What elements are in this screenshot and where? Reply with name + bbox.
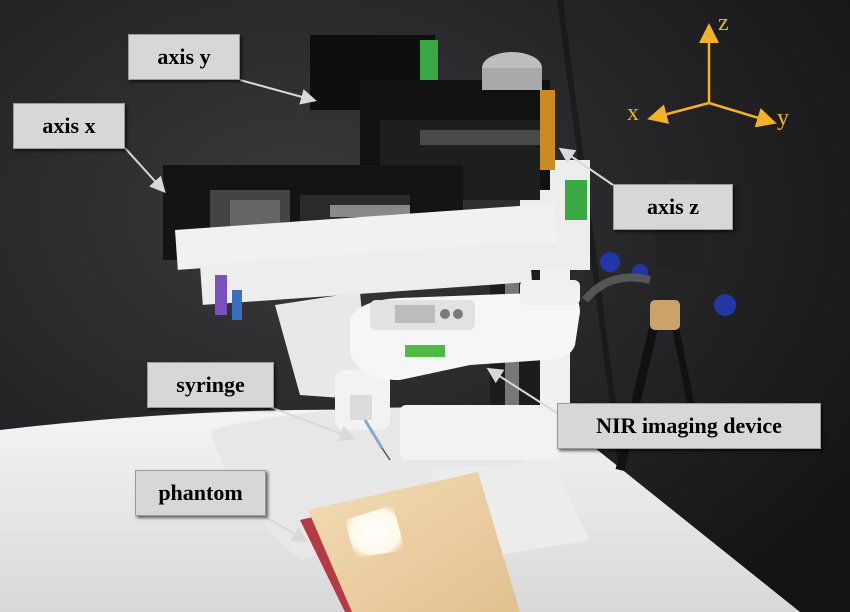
annotation-arrows [124,79,614,543]
coordinate-y-label: y [777,105,789,131]
axis-x-arrow [124,147,166,193]
nir-imaging-device-label: NIR imaging device [557,403,821,449]
phantom-arrow [261,514,309,543]
syringe-arrow [269,406,356,442]
axis-x-label: axis x [13,103,125,149]
x-axis-arrow [647,101,710,124]
axis-x-stage [163,165,557,320]
axis-z-arrow [558,147,614,186]
axis-z-label: axis z [613,184,733,230]
nir-device [350,280,580,380]
syringe-carriage [275,292,391,461]
coordinate-frame [647,23,777,128]
phantom-block [300,472,520,612]
axis-y-label: axis y [128,34,240,80]
coordinate-x-label: x [627,100,639,126]
coordinate-z-label: z [718,10,729,36]
nir-arrow [486,367,558,414]
y-axis-arrow [708,101,777,128]
axis-y-arrow [239,79,317,105]
phantom-label: phantom [135,470,266,516]
syringe-label: syringe [147,362,274,408]
